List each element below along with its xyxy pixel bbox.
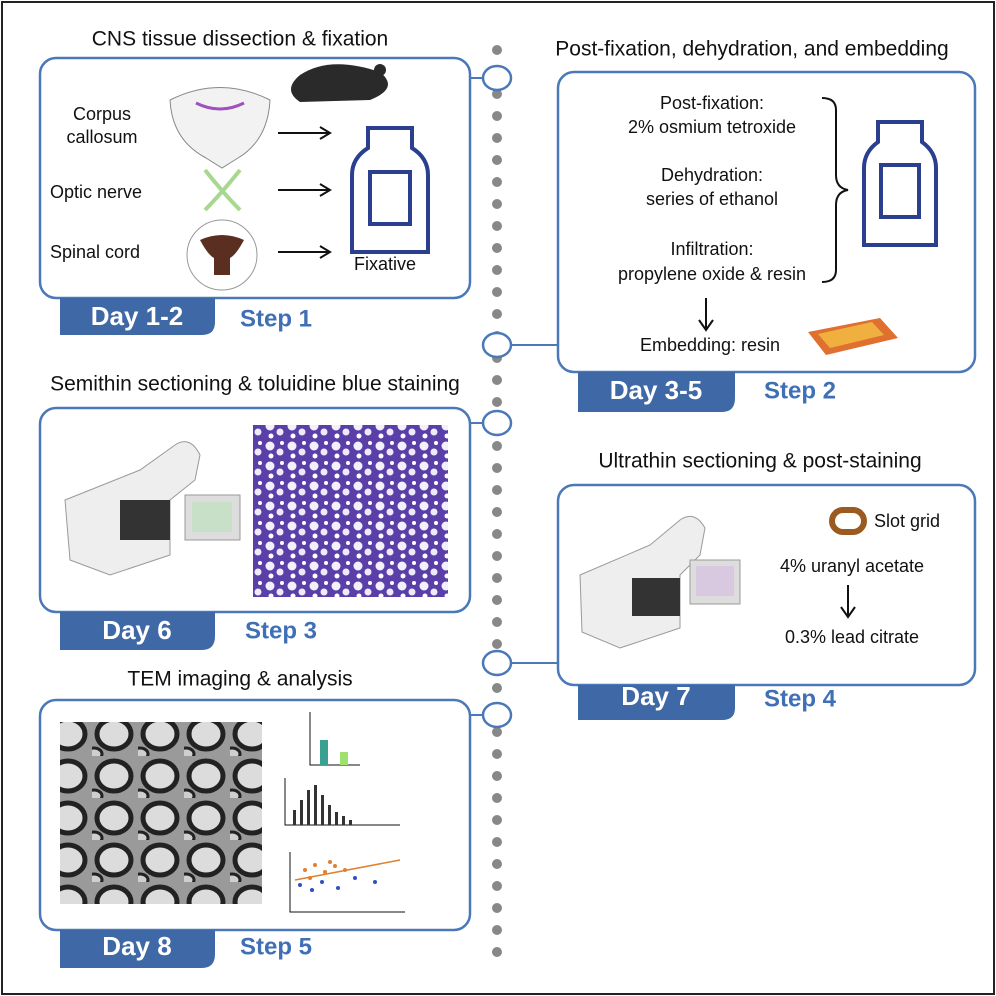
label: 0.3% lead citrate — [785, 627, 919, 647]
step-label: Step 5 — [240, 933, 312, 960]
label: Embedding: resin — [640, 335, 780, 355]
day-label: Day 8 — [102, 931, 171, 961]
step-title: CNS tissue dissection & fixation — [92, 28, 388, 51]
step-label: Step 4 — [764, 685, 837, 712]
label: 4% uranyl acetate — [780, 556, 924, 576]
step-title: TEM imaging & analysis — [127, 668, 352, 691]
day-label: Day 1-2 — [91, 301, 184, 331]
label: 2% osmium tetroxide — [628, 117, 796, 137]
step-5: TEM imaging & analysis Day 8 Step 5 — [38, 668, 472, 968]
step-title: Ultrathin sectioning & post-staining — [598, 450, 921, 473]
day-label: Day 3-5 — [610, 375, 703, 405]
step-label: Step 2 — [764, 377, 836, 404]
label: callosum — [66, 127, 137, 147]
label: Slot grid — [874, 511, 940, 531]
step-2: Post-fixation, dehydration, and embeddin… — [555, 38, 977, 412]
step-title: Post-fixation, dehydration, and embeddin… — [555, 38, 948, 61]
label: Infiltration: — [670, 239, 753, 259]
label: propylene oxide & resin — [618, 264, 806, 284]
label: Fixative — [354, 254, 416, 274]
day-label: Day 7 — [621, 681, 690, 711]
label: Dehydration: — [661, 165, 763, 185]
step-label: Step 1 — [240, 305, 312, 332]
step-1: CNS tissue dissection & fixation Day 1-2… — [38, 28, 472, 335]
step-label: Step 3 — [245, 617, 317, 644]
label: Spinal cord — [50, 242, 140, 262]
label: Corpus — [73, 104, 131, 124]
step-4: Ultrathin sectioning & post-staining Day… — [556, 450, 977, 720]
label: series of ethanol — [646, 189, 778, 209]
day-label: Day 6 — [102, 615, 171, 645]
label: Post-fixation: — [660, 93, 764, 113]
step-3: Semithin sectioning & toluidine blue sta… — [38, 373, 472, 650]
connectors — [470, 64, 558, 729]
step-title: Semithin sectioning & toluidine blue sta… — [50, 373, 460, 396]
label: Optic nerve — [50, 182, 142, 202]
